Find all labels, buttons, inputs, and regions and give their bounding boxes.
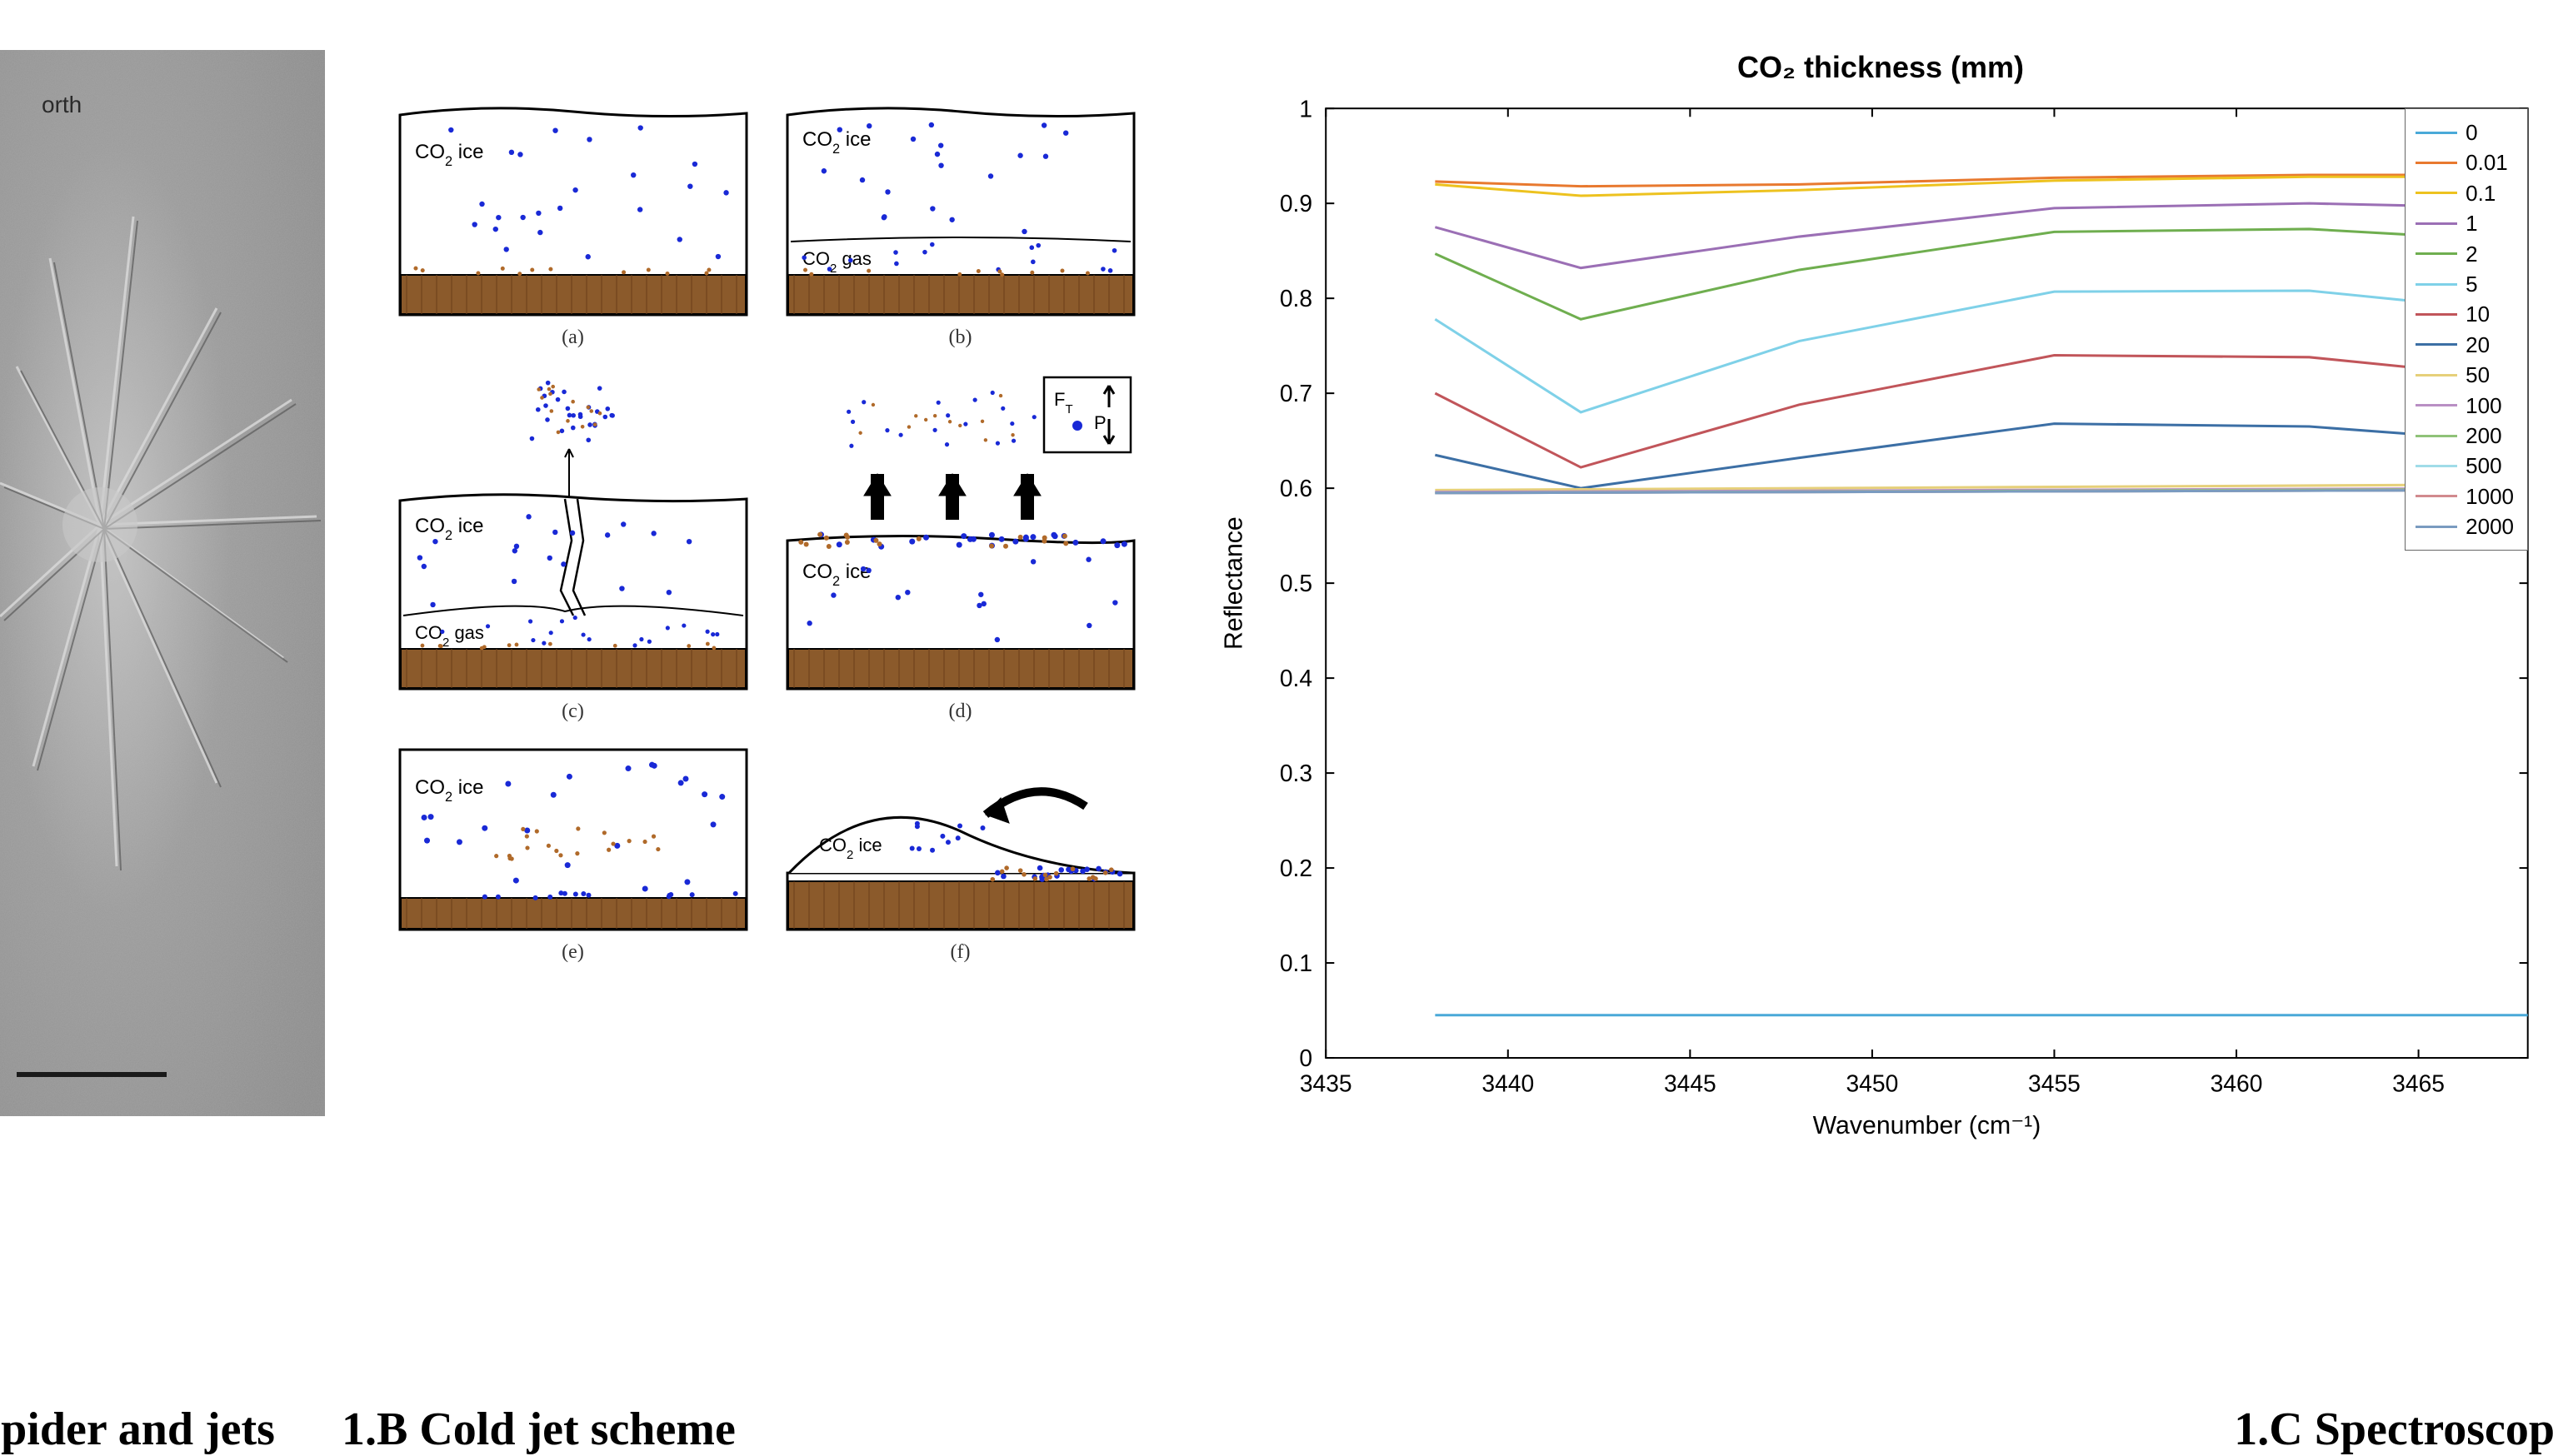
legend-swatch bbox=[2416, 465, 2457, 467]
legend-swatch bbox=[2416, 313, 2457, 316]
legend-box: 00.010.112510205010020050010002000 bbox=[2405, 108, 2528, 551]
legend-row: 20 bbox=[2416, 330, 2514, 360]
svg-text:3460: 3460 bbox=[2211, 1070, 2263, 1096]
legend-row: 0.01 bbox=[2416, 147, 2514, 177]
scheme-sublabel: (a) bbox=[562, 327, 584, 349]
panel-a-spider-image: orth bbox=[0, 50, 325, 1116]
legend-swatch bbox=[2416, 162, 2457, 164]
scheme-subpanel-b: CO2 iceCO2 gas (b) bbox=[779, 100, 1142, 366]
legend-label: 50 bbox=[2466, 360, 2490, 390]
scheme-sublabel: (d) bbox=[949, 701, 972, 723]
legend-label: 2 bbox=[2466, 239, 2477, 269]
svg-text:0.8: 0.8 bbox=[1280, 285, 1312, 312]
svg-text:0.5: 0.5 bbox=[1280, 570, 1312, 596]
chart-area: 0 0.1 0.2 0.3 0.4 0.5 0.6 0.7 0.8 0.9 1 3435 3440 344… bbox=[1208, 92, 2553, 1141]
scheme-subpanel-c: CO2 iceCO2 gas (c) bbox=[392, 374, 754, 740]
svg-text:3455: 3455 bbox=[2028, 1070, 2081, 1096]
legend-label: 10 bbox=[2466, 299, 2490, 329]
legend-swatch bbox=[2416, 404, 2457, 406]
legend-swatch bbox=[2416, 495, 2457, 497]
legend-row: 50 bbox=[2416, 360, 2514, 390]
scheme-subpanel-f: CO2 ice (f) bbox=[779, 748, 1142, 980]
scheme-subpanel-a: CO2 ice (a) bbox=[392, 100, 754, 366]
legend-label: 200 bbox=[2466, 421, 2501, 451]
legend-swatch bbox=[2416, 343, 2457, 346]
legend-row: 0 bbox=[2416, 117, 2514, 147]
svg-text:Reflectance: Reflectance bbox=[1220, 516, 1247, 650]
chart-svg: 0 0.1 0.2 0.3 0.4 0.5 0.6 0.7 0.8 0.9 1 3435 3440 344… bbox=[1208, 92, 2553, 1150]
svg-text:0.4: 0.4 bbox=[1280, 665, 1312, 691]
scheme-sublabel: (b) bbox=[949, 327, 972, 349]
svg-text:0.2: 0.2 bbox=[1280, 855, 1312, 881]
svg-text:0.7: 0.7 bbox=[1280, 380, 1312, 406]
legend-row: 200 bbox=[2416, 421, 2514, 451]
scheme-svg: CO2 ice bbox=[786, 748, 1136, 931]
svg-text:0.1: 0.1 bbox=[1280, 950, 1312, 976]
legend-swatch bbox=[2416, 374, 2457, 376]
scheme-sublabel: (c) bbox=[562, 701, 584, 723]
legend-row: 2 bbox=[2416, 239, 2514, 269]
north-label: orth bbox=[42, 92, 82, 118]
panel-b-scheme: CO2 ice(a)CO2 iceCO2 gas(b)CO2 iceCO2 ga… bbox=[392, 50, 1142, 980]
svg-text:0: 0 bbox=[1299, 1045, 1312, 1071]
legend-label: 1000 bbox=[2466, 481, 2514, 511]
legend-row: 10 bbox=[2416, 299, 2514, 329]
legend-label: 5 bbox=[2466, 269, 2477, 299]
scheme-subpanel-d: FTPCO2 ice (d) bbox=[779, 374, 1142, 740]
scheme-svg: FTPCO2 ice bbox=[786, 374, 1136, 691]
legend-row: 500 bbox=[2416, 451, 2514, 481]
scheme-svg: CO2 ice bbox=[398, 748, 748, 931]
legend-label: 500 bbox=[2466, 451, 2501, 481]
scheme-sublabel: (f) bbox=[951, 941, 971, 964]
legend-label: 100 bbox=[2466, 391, 2501, 421]
svg-text:3465: 3465 bbox=[2392, 1070, 2445, 1096]
svg-text:0.9: 0.9 bbox=[1280, 190, 1312, 217]
legend-row: 5 bbox=[2416, 269, 2514, 299]
chart-title: CO₂ thickness (mm) bbox=[1208, 50, 2553, 85]
caption-c: 1.C Spectroscopy bbox=[2234, 1403, 2553, 1456]
legend-swatch bbox=[2416, 435, 2457, 437]
legend-label: 0 bbox=[2466, 117, 2477, 147]
scheme-svg: CO2 iceCO2 gas bbox=[398, 374, 748, 691]
legend-label: 0.01 bbox=[2466, 147, 2508, 177]
svg-text:1: 1 bbox=[1299, 95, 1312, 122]
svg-text:0.3: 0.3 bbox=[1280, 760, 1312, 786]
scheme-svg: CO2 ice bbox=[398, 100, 748, 317]
figure-row: orth CO2 ice(a)CO2 iceCO2 gas(b)CO2 iceC… bbox=[0, 0, 2553, 1183]
legend-label: 20 bbox=[2466, 330, 2490, 360]
svg-text:3445: 3445 bbox=[1664, 1070, 1716, 1096]
scheme-subpanel-e: CO2 ice (e) bbox=[392, 748, 754, 980]
legend-swatch bbox=[2416, 192, 2457, 194]
svg-text:P: P bbox=[1094, 412, 1107, 433]
scheme-sublabel: (e) bbox=[562, 941, 584, 964]
legend-row: 0.1 bbox=[2416, 178, 2514, 208]
svg-text:0.6: 0.6 bbox=[1280, 475, 1312, 501]
legend-swatch bbox=[2416, 222, 2457, 225]
svg-text:Wavenumber (cm⁻¹): Wavenumber (cm⁻¹) bbox=[1813, 1112, 2041, 1139]
legend-swatch bbox=[2416, 132, 2457, 134]
scheme-svg: CO2 iceCO2 gas bbox=[786, 100, 1136, 317]
caption-a: Spider and jets bbox=[0, 1403, 275, 1456]
legend-swatch bbox=[2416, 526, 2457, 528]
legend-row: 1 bbox=[2416, 208, 2514, 238]
legend-label: 1 bbox=[2466, 208, 2477, 238]
spider-terrain-svg bbox=[0, 50, 325, 1116]
panel-c-chart: CO₂ thickness (mm) 0 0.1 0.2 0.3 0.4 0.5 0.6 0.… bbox=[1208, 50, 2553, 1183]
legend-label: 2000 bbox=[2466, 511, 2514, 541]
caption-b: 1.B Cold jet scheme bbox=[342, 1403, 736, 1456]
svg-text:3450: 3450 bbox=[1846, 1070, 1898, 1096]
legend-swatch bbox=[2416, 252, 2457, 255]
legend-row: 100 bbox=[2416, 391, 2514, 421]
legend-swatch bbox=[2416, 283, 2457, 286]
legend-row: 1000 bbox=[2416, 481, 2514, 511]
svg-text:3435: 3435 bbox=[1300, 1070, 1352, 1096]
svg-text:3440: 3440 bbox=[1481, 1070, 1534, 1096]
legend-row: 2000 bbox=[2416, 511, 2514, 541]
legend-label: 0.1 bbox=[2466, 178, 2496, 208]
